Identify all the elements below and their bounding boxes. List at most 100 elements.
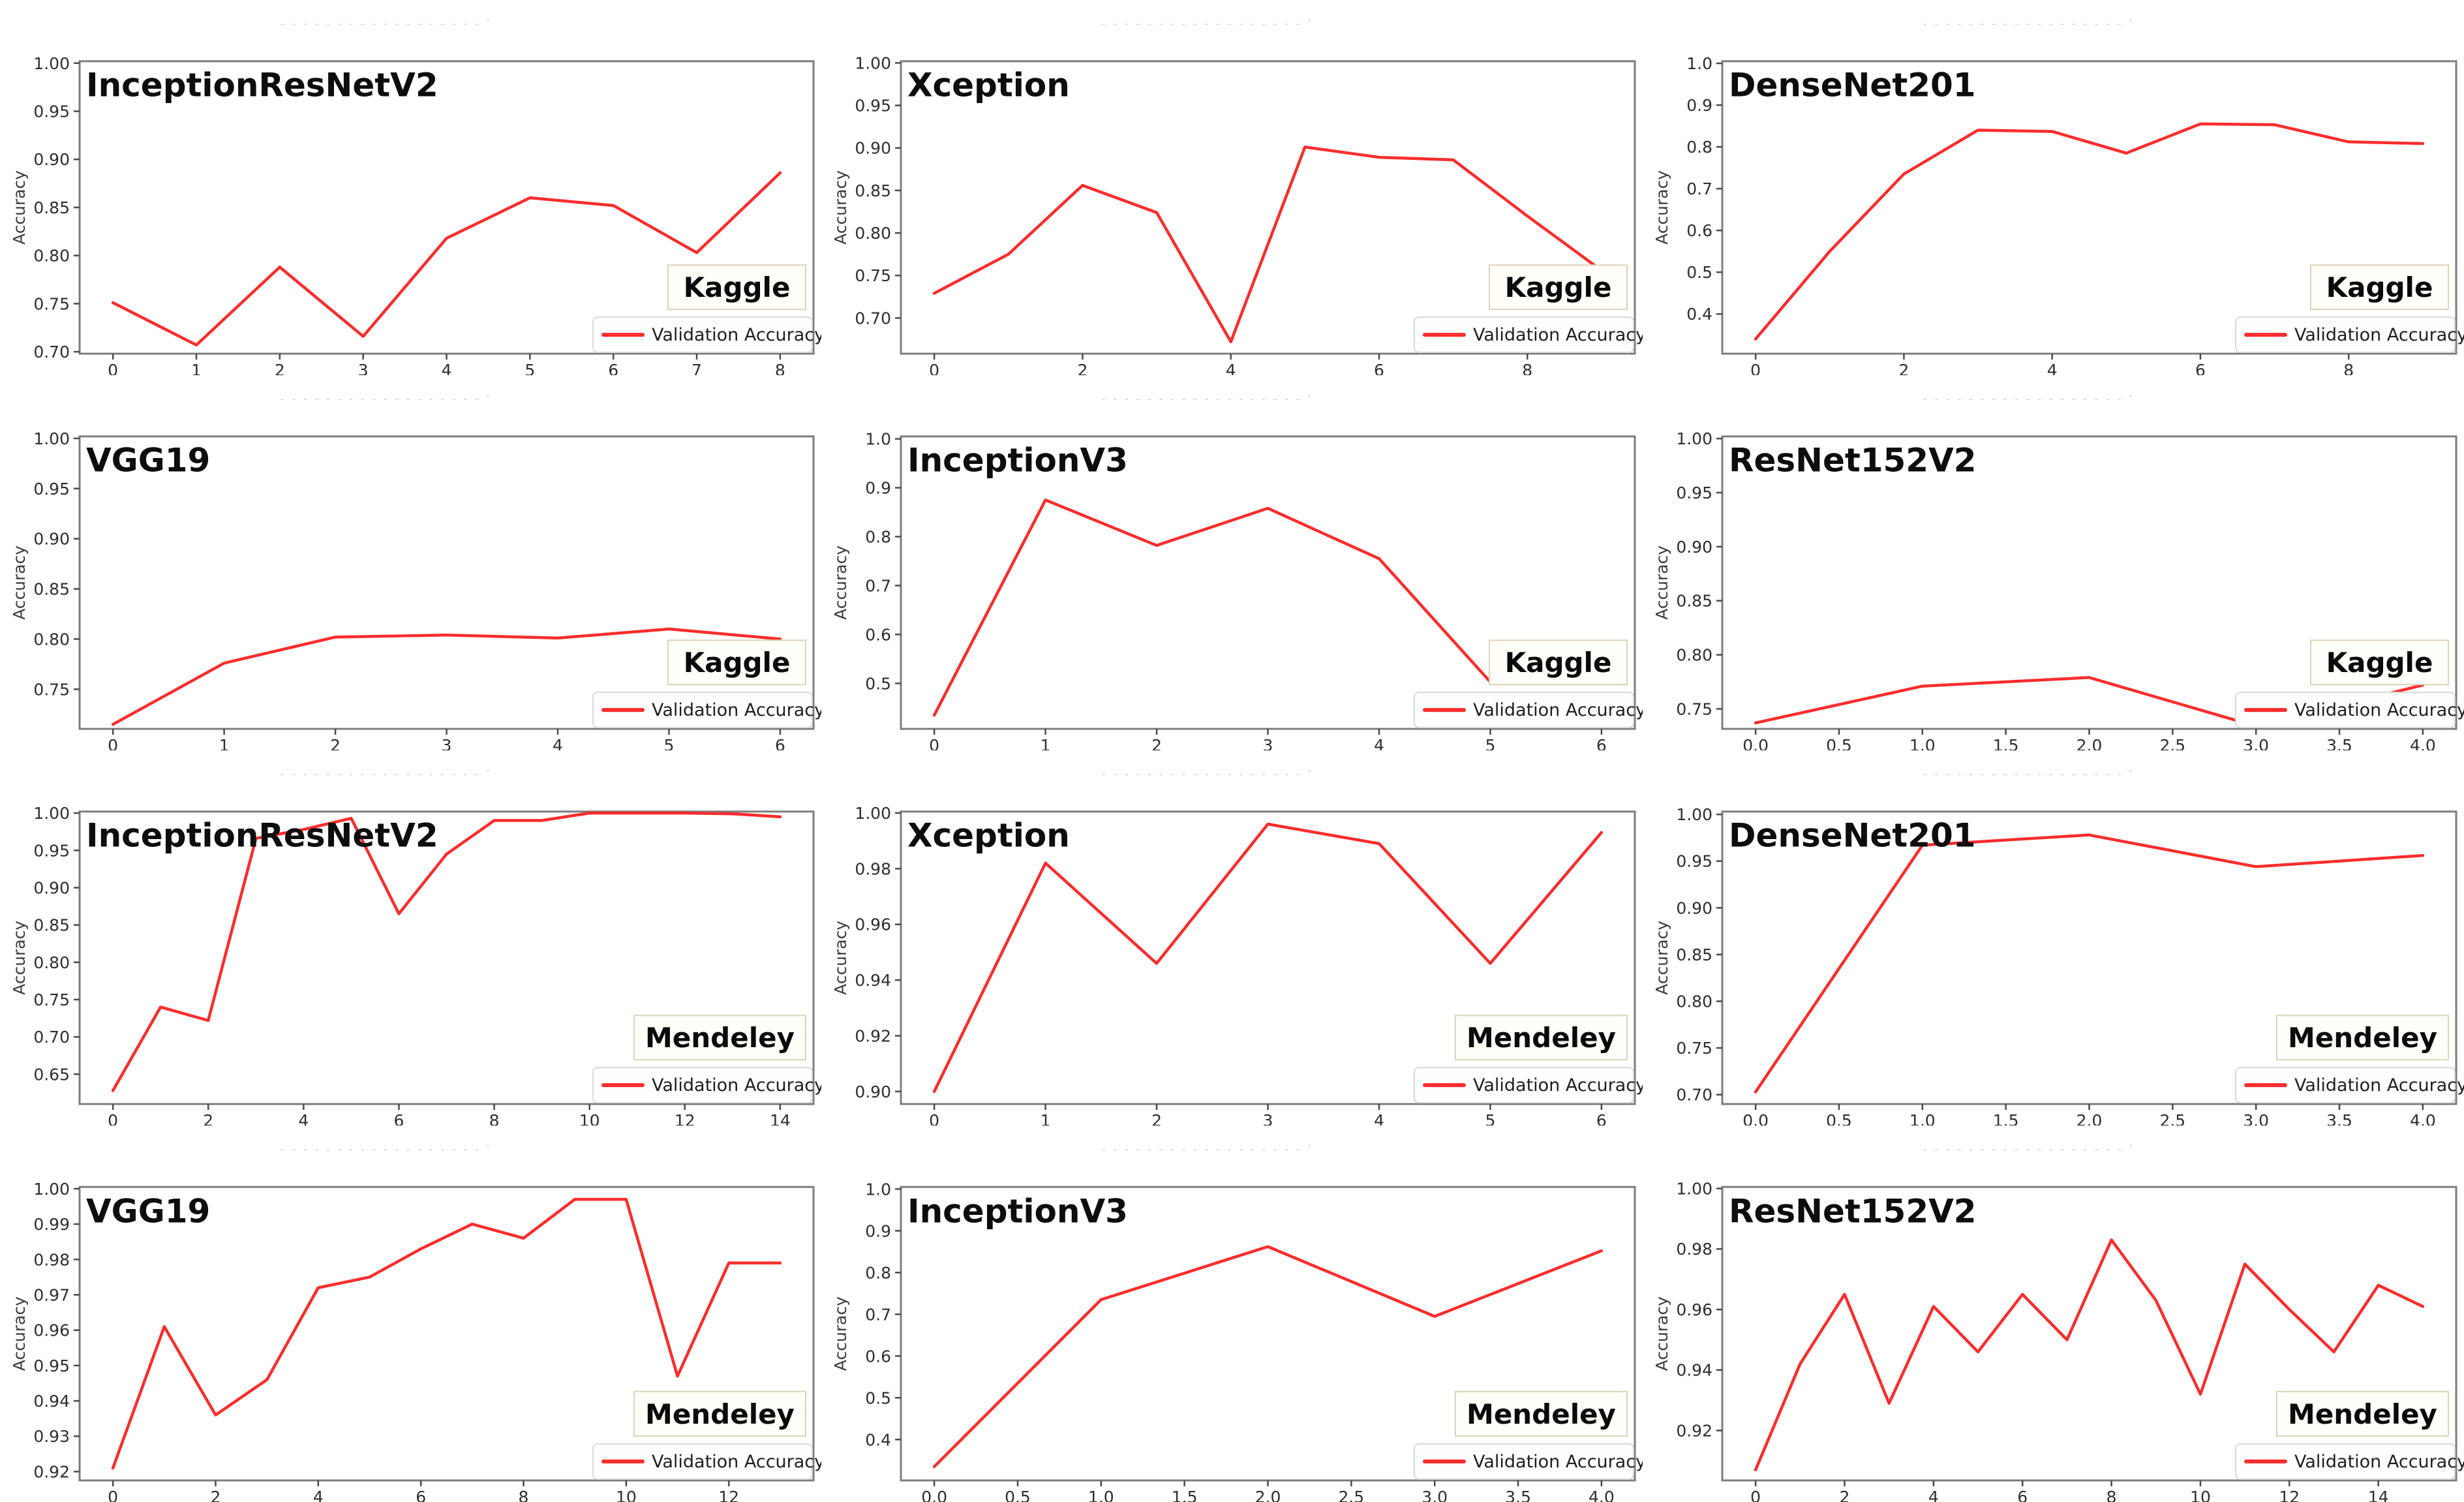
legend-box <box>1414 1067 1634 1104</box>
y-tick-label: 0.90 <box>33 150 70 169</box>
chart-title: Xception <box>907 67 1070 104</box>
x-tick-label: 0 <box>929 1111 939 1126</box>
x-tick-label: 0 <box>108 736 118 750</box>
x-tick-label: 2 <box>275 361 285 375</box>
y-tick-label: 0.75 <box>1676 1039 1712 1058</box>
plot-svg: - - - - - - - - - - - - - - - - - - ʼ 0.7… <box>1643 375 2464 750</box>
y-axis-label: Accuracy <box>10 545 29 620</box>
y-tick-label: 1.00 <box>1676 1179 1712 1198</box>
plot-svg: - - - - - - - - - - - - - - - - - - ʼ 0.9… <box>0 1126 821 1502</box>
y-tick-label: 0.85 <box>33 198 70 217</box>
x-tick-label: 14 <box>770 1111 791 1126</box>
x-tick-label: 4 <box>1226 361 1236 375</box>
faded-header-text: - - - - - - - - - - - - - - - - - - ʼ <box>1923 768 2135 781</box>
dataset-badge-box <box>633 1390 806 1437</box>
y-tick-label: 1.00 <box>1676 429 1712 448</box>
x-tick-label: 0 <box>108 1111 118 1126</box>
x-tick-label: 8 <box>519 1488 529 1502</box>
x-tick-label: 6 <box>608 361 618 375</box>
validation-accuracy-line <box>932 822 1604 1094</box>
x-tick-label: 3.0 <box>2243 736 2269 750</box>
x-tick-label: 0.0 <box>1742 1111 1769 1126</box>
x-tick-label: 6 <box>2017 1488 2028 1502</box>
y-tick-label: 0.70 <box>1676 1086 1712 1105</box>
chart-title: Xception <box>907 817 1070 855</box>
y-tick-label: 0.80 <box>33 247 70 266</box>
y-tick-label: 0.95 <box>1676 483 1712 502</box>
y-tick-label: 0.85 <box>1676 945 1712 964</box>
x-tick-label: 1 <box>219 736 230 750</box>
chart-title: ResNet152V2 <box>1729 442 1977 480</box>
y-tick-label: 1.00 <box>33 429 70 448</box>
x-tick-label: 3 <box>1263 1111 1273 1126</box>
legend-label: Validation Accuracy <box>652 700 821 720</box>
chart-title: VGG19 <box>86 442 210 480</box>
dataset-badge-label: Mendeley <box>2288 1022 2437 1054</box>
x-tick-label: 0 <box>108 361 118 375</box>
x-tick-label: 0.5 <box>1826 736 1852 750</box>
y-tick-label: 1.00 <box>33 54 70 73</box>
y-axis-label: Accuracy <box>831 921 850 995</box>
y-tick-label: 0.95 <box>1676 852 1712 871</box>
x-tick-label: 6 <box>1596 736 1607 750</box>
y-tick-label: 0.75 <box>855 266 891 285</box>
dataset-badge-box <box>2276 1015 2449 1061</box>
y-tick-label: 0.94 <box>855 971 891 990</box>
y-tick-label: 0.94 <box>33 1392 70 1411</box>
x-tick-label: 4 <box>1374 736 1384 750</box>
x-tick-label: 4 <box>313 1488 324 1502</box>
x-tick-label: 0.0 <box>921 1488 947 1502</box>
x-tick-label: 3.5 <box>2326 736 2352 750</box>
y-tick-label: 0.4 <box>1686 305 1712 324</box>
legend-label: Validation Accuracy <box>1473 325 1643 345</box>
x-tick-label: 3.0 <box>1422 1488 1448 1502</box>
legend-box <box>1414 316 1634 354</box>
x-tick-label: 8 <box>1522 361 1532 375</box>
x-tick-label: 8 <box>775 361 785 375</box>
y-tick-label: 0.93 <box>33 1427 70 1446</box>
x-tick-label: 4 <box>553 736 563 750</box>
validation-accuracy-line <box>932 146 1604 344</box>
chart-panel-3-densenet201-kaggle: - - - - - - - - - - - - - - - - - - ʼ 0.4… <box>1643 0 2464 375</box>
faded-header-text: - - - - - - - - - - - - - - - - - - ʼ <box>1923 1143 2135 1156</box>
y-tick-label: 0.99 <box>33 1215 70 1234</box>
plot-svg: - - - - - - - - - - - - - - - - - - ʼ 0.6… <box>0 750 821 1126</box>
x-tick-label: 2.5 <box>1338 1488 1364 1502</box>
x-tick-label: 14 <box>2368 1488 2389 1502</box>
x-tick-label: 4.0 <box>2410 1111 2436 1126</box>
y-tick-label: 0.92 <box>1676 1421 1712 1440</box>
y-tick-label: 0.95 <box>33 102 70 121</box>
dataset-badge-label: Mendeley <box>645 1398 795 1430</box>
x-tick-label: 1 <box>1041 736 1051 750</box>
legend-label: Validation Accuracy <box>2294 1075 2464 1096</box>
dataset-badge-box <box>667 264 806 311</box>
x-tick-label: 6 <box>2195 361 2206 375</box>
faded-header-text: - - - - - - - - - - - - - - - - - - ʼ <box>281 18 492 31</box>
legend-label: Validation Accuracy <box>2294 1452 2464 1472</box>
x-tick-label: 4.0 <box>1589 1488 1615 1502</box>
legend-box <box>2235 692 2456 729</box>
chart-title: DenseNet201 <box>1729 817 1976 855</box>
legend-label: Validation Accuracy <box>652 1452 821 1472</box>
y-axis-label: Accuracy <box>1652 921 1671 995</box>
x-tick-label: 1.0 <box>1909 1111 1936 1126</box>
y-tick-label: 0.8 <box>865 1263 891 1282</box>
y-tick-label: 0.80 <box>33 630 70 649</box>
validation-accuracy-line <box>111 171 782 347</box>
y-tick-label: 0.6 <box>865 1347 891 1366</box>
y-tick-label: 0.70 <box>855 309 891 328</box>
y-tick-label: 1.0 <box>865 1180 891 1199</box>
y-tick-label: 0.95 <box>33 1356 70 1375</box>
y-tick-label: 0.98 <box>1676 1240 1712 1259</box>
x-tick-label: 8 <box>489 1111 500 1126</box>
dataset-badge-box <box>667 639 806 686</box>
dataset-badge-label: Kaggle <box>1505 647 1612 679</box>
x-tick-label: 2 <box>1151 736 1162 750</box>
y-tick-label: 0.75 <box>33 294 70 313</box>
y-tick-label: 0.98 <box>33 1250 70 1269</box>
dataset-badge-box <box>633 1015 806 1061</box>
faded-header-text: - - - - - - - - - - - - - - - - - - ʼ <box>1923 393 2135 406</box>
legend-box <box>592 1067 813 1104</box>
x-tick-label: 6 <box>1374 361 1384 375</box>
dataset-badge-label: Mendeley <box>645 1022 795 1054</box>
